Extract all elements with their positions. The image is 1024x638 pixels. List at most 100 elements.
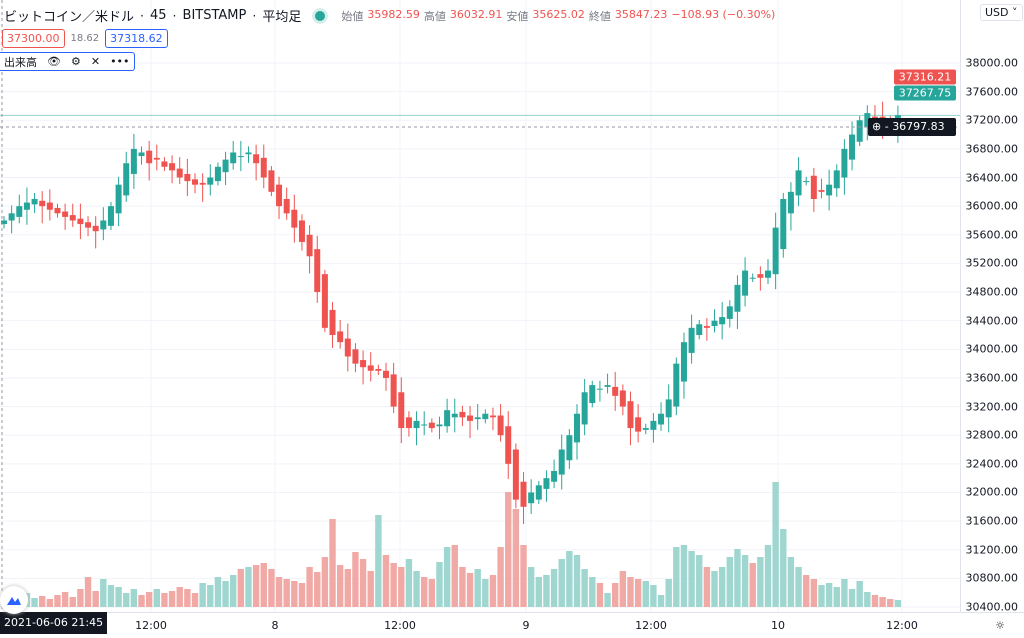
ohlc-values: 始値 35982.59 高値 36032.91 安値 35625.02 終値 35847… [341, 7, 776, 23]
volume-bar [390, 563, 397, 607]
candle-body [528, 492, 535, 504]
candle-body [680, 342, 687, 382]
volume-bar [237, 569, 245, 607]
candle-body [375, 369, 382, 371]
volume-bar [474, 569, 481, 607]
volume-bar [92, 591, 99, 607]
price-tick-label: 34800.00 [965, 285, 1019, 299]
volume-bar [61, 592, 69, 607]
candle-body [146, 150, 153, 164]
price-tick-label: 37200.00 [965, 113, 1019, 127]
volume-bar [298, 583, 306, 607]
volume-bar [184, 589, 191, 607]
volume-bar [199, 583, 206, 607]
sell-button[interactable]: 37300.00 [2, 29, 65, 48]
volume-bar [718, 567, 726, 607]
candle-body [192, 179, 198, 185]
volume-bar [428, 579, 436, 607]
gear-icon[interactable]: ⚙ [70, 55, 81, 68]
volume-bar [864, 592, 871, 607]
candle-body [627, 401, 634, 429]
candle-body [459, 411, 466, 418]
volume-bar [46, 599, 54, 607]
interval[interactable]: 45 [150, 8, 167, 23]
volume-bar [314, 572, 321, 607]
candle-body [482, 413, 489, 420]
chart-legend: ビットコイン／米ドル · 45 · BITSTAMP · 平均足 始値 35982.59… [4, 7, 776, 26]
candle-body [283, 199, 290, 214]
volume-bar [145, 592, 153, 607]
volume-bar [245, 567, 252, 607]
candle-body [260, 157, 267, 178]
price-tick-label: 34000.00 [965, 342, 1019, 356]
candle-body [780, 199, 787, 250]
candle-body [222, 159, 229, 173]
price-tick-label: 32400.00 [965, 457, 1019, 471]
candle-body [54, 207, 61, 214]
candle-body [489, 415, 496, 418]
volume-bar [627, 577, 634, 607]
buy-button[interactable]: 37318.62 [105, 29, 168, 48]
volume-bar [138, 595, 145, 607]
symbol-name[interactable]: ビットコイン／米ドル [4, 10, 135, 25]
candle-body [642, 428, 649, 430]
candle-body [383, 370, 389, 378]
price-axis[interactable]: 38000.00 37600.00 37200.00 36800.00 36400.00… [960, 0, 1024, 614]
time-axis[interactable]: ☼ 12:00 8 12:00 9 12:00 10 12:00 [0, 612, 1024, 638]
chart-type: 平均足 [262, 10, 302, 25]
price-chart[interactable] [0, 0, 960, 612]
volume-bar [803, 575, 810, 607]
price-tick-label: 35200.00 [965, 256, 1019, 270]
candle-body [69, 215, 76, 221]
candle-body [635, 417, 642, 432]
volume-bar [848, 589, 856, 607]
volume-bar [489, 575, 497, 607]
settings-icon[interactable]: ☼ [995, 619, 1005, 632]
candle-body [199, 182, 206, 185]
candle-body [360, 360, 367, 368]
candle-body [123, 163, 130, 196]
volume-bar [443, 547, 451, 607]
candle-body [169, 163, 176, 171]
candle-body [535, 485, 542, 500]
volume-bar [566, 551, 573, 607]
eye-icon[interactable]: 👁 [47, 55, 61, 68]
candle-body [85, 222, 92, 228]
candle-body [451, 413, 458, 418]
candle-body [856, 120, 863, 142]
volume-bar [833, 587, 840, 607]
close-icon[interactable]: ✕ [90, 55, 101, 68]
volume-bar [230, 575, 237, 607]
volume-bar [375, 515, 382, 607]
candle-body [673, 363, 680, 407]
candle-body [153, 157, 160, 160]
volume-bar [726, 557, 733, 607]
volume-bar [421, 577, 428, 607]
candle-body [130, 148, 137, 174]
volume-bar [589, 577, 596, 607]
add-alert-icon[interactable]: ⊕ [872, 120, 882, 133]
volume-bar [436, 562, 443, 607]
currency-selector[interactable]: USD ˅ [980, 4, 1023, 21]
candle-body [581, 392, 588, 425]
volume-bar [673, 547, 680, 607]
volume-bar [268, 569, 275, 607]
candle-body [421, 424, 428, 426]
tradingview-logo[interactable] [0, 586, 28, 614]
volume-bar [505, 492, 512, 607]
candle-body [245, 152, 252, 155]
candle-body [444, 410, 451, 427]
candle-body [115, 184, 122, 214]
more-icon[interactable]: ••• [110, 55, 130, 68]
candle-body [742, 270, 749, 296]
price-tick-label: 32000.00 [965, 485, 1019, 499]
volume-bar [482, 579, 489, 607]
candle-body [161, 161, 168, 167]
candle-body [512, 449, 519, 500]
volume-bar [359, 559, 367, 607]
volume-bar [123, 593, 130, 607]
candle-body [39, 200, 46, 207]
candle-body [176, 168, 183, 178]
volume-bar [634, 579, 642, 607]
volume-bar [168, 591, 176, 607]
